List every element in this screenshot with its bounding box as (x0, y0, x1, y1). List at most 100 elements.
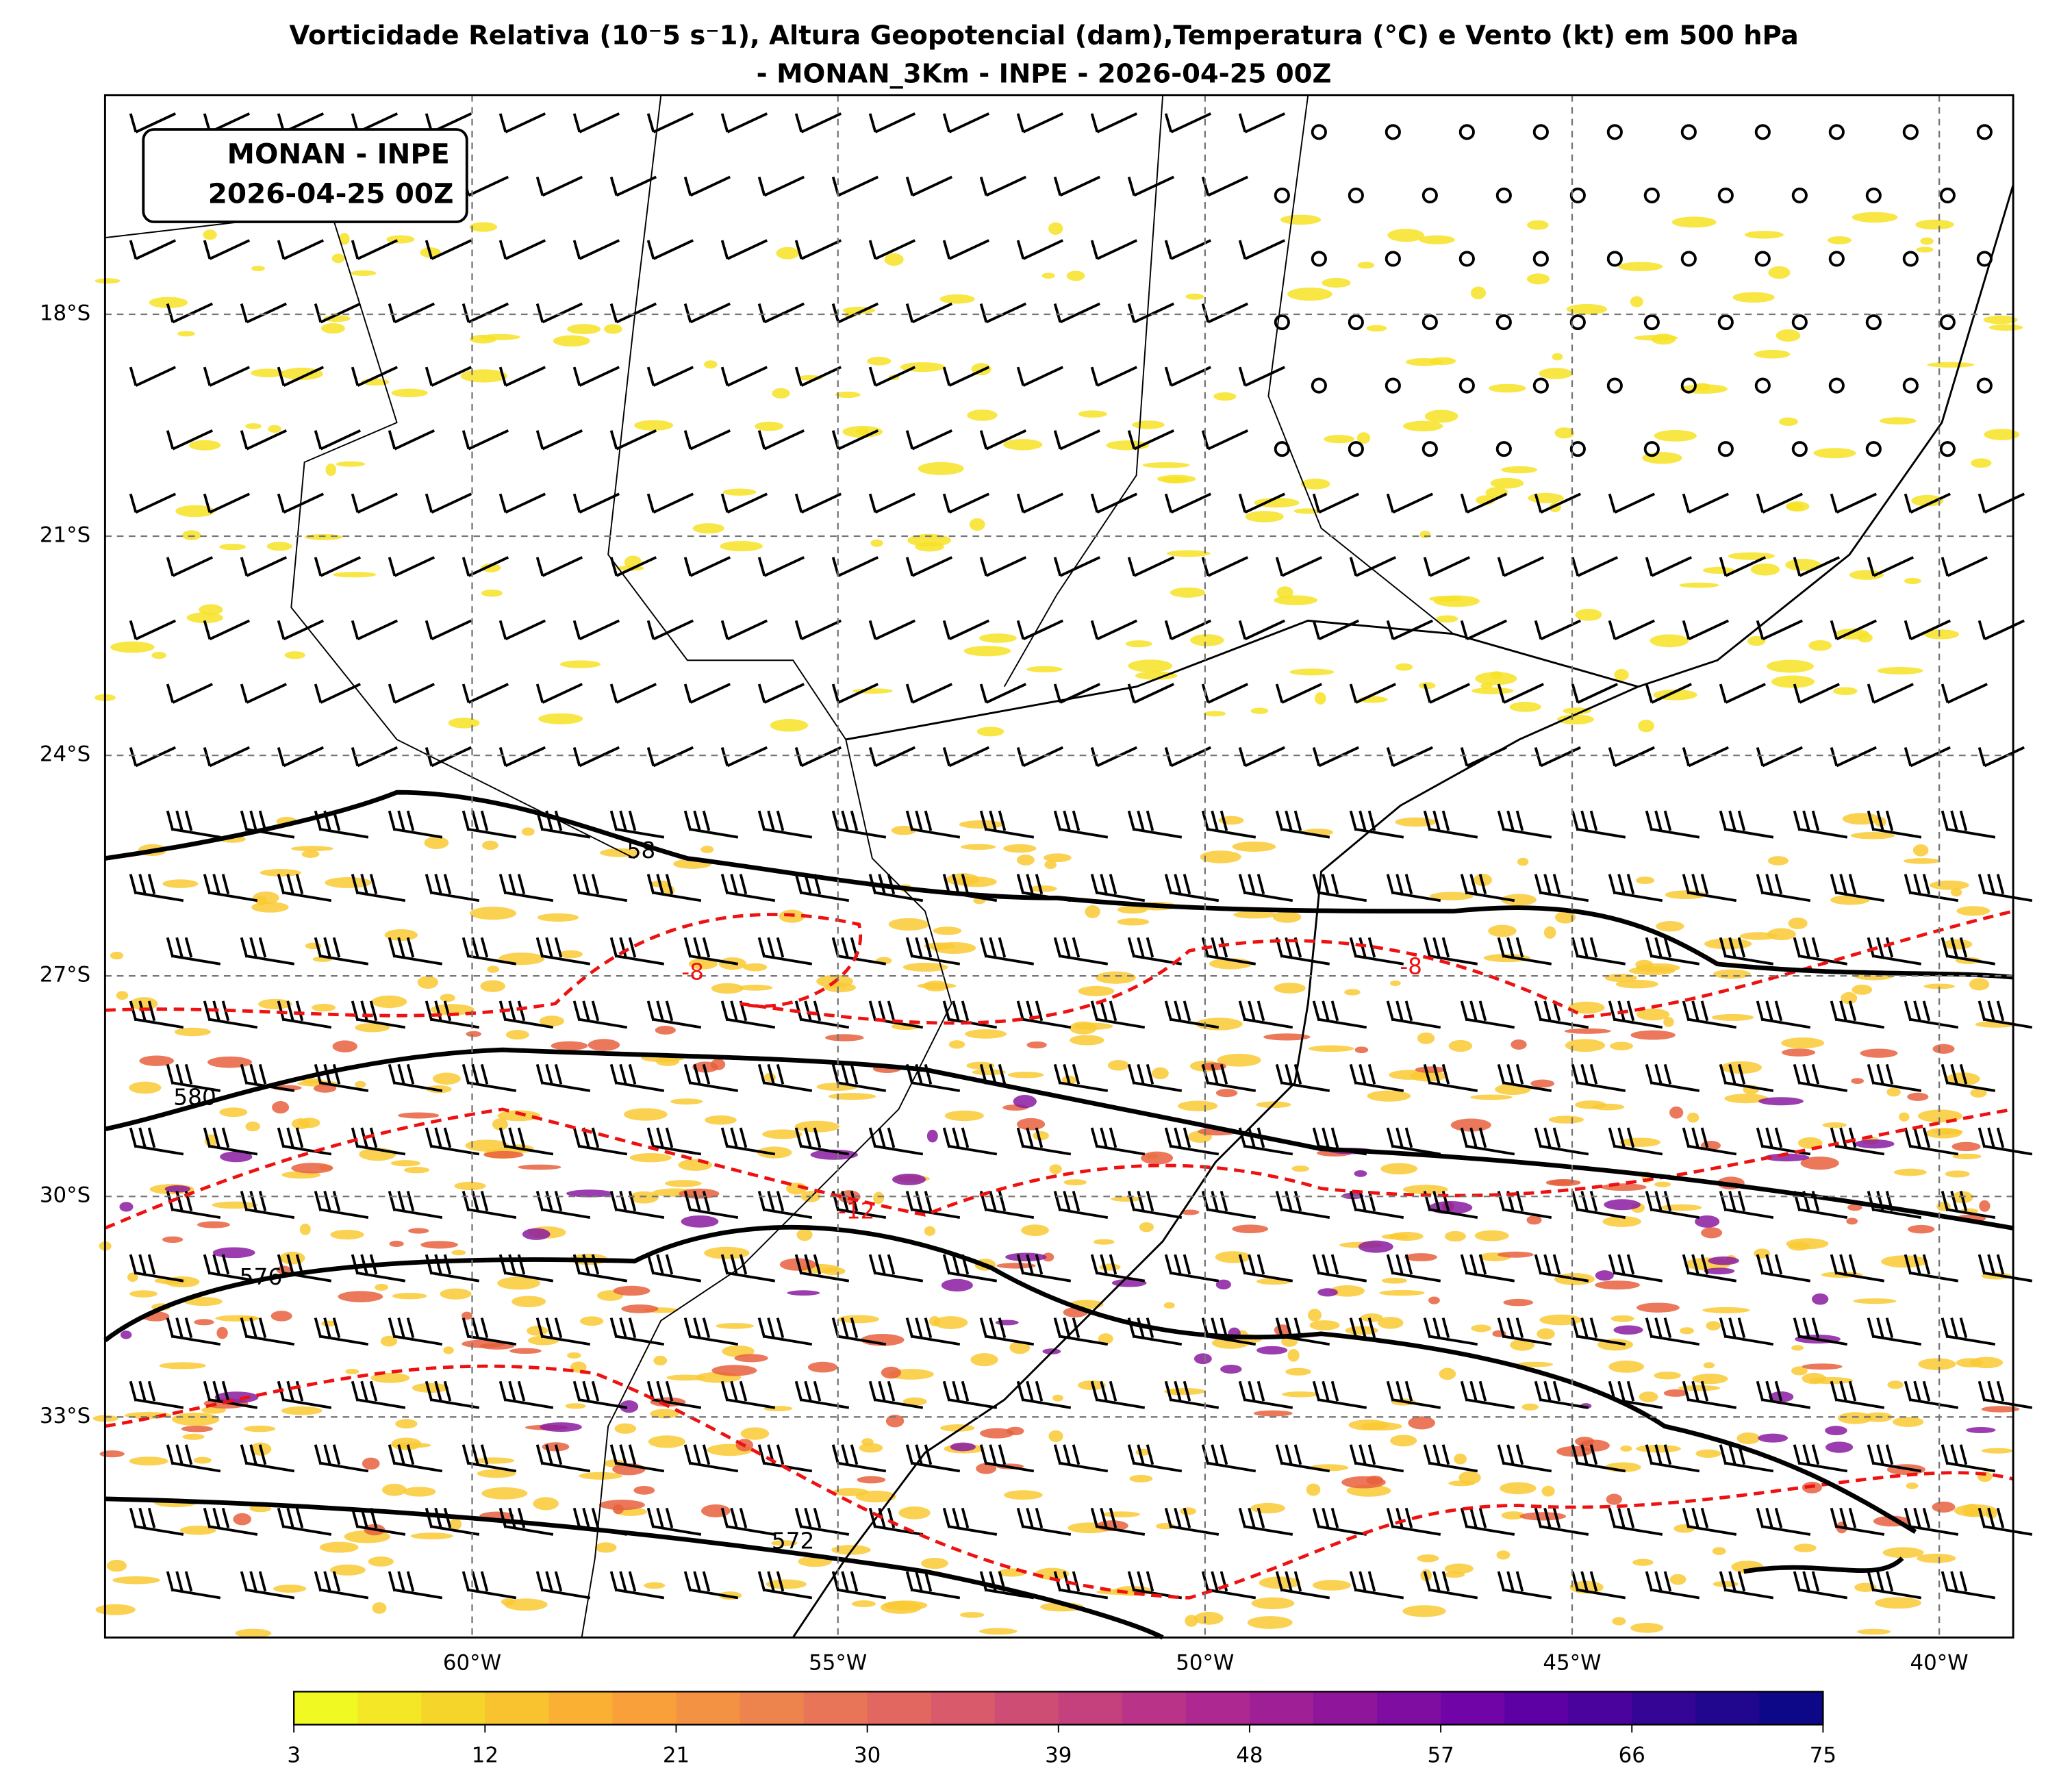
wind-barb (1904, 619, 1951, 641)
vorticity-patch (1686, 1112, 1700, 1123)
wind-barb (1978, 1254, 2033, 1283)
vorticity-patch (1356, 432, 1371, 444)
wind-barb (1386, 1000, 1441, 1029)
wind-barb (351, 1254, 406, 1283)
wind-barb (425, 366, 472, 387)
vorticity-patch (299, 1118, 320, 1128)
calm-wind (1458, 124, 1475, 140)
wind-barb (1238, 112, 1286, 134)
vorticity-patch (705, 1115, 737, 1125)
vorticity-patch (902, 963, 948, 972)
vorticity-patch (1841, 992, 1858, 1005)
vorticity-patch (950, 1442, 976, 1452)
vorticity-patch (1827, 236, 1852, 244)
vorticity-patch (338, 1291, 383, 1302)
vorticity-patch (1797, 1137, 1823, 1149)
vorticity-patch (738, 984, 773, 991)
wind-barb (1460, 1000, 1515, 1029)
wind-barb (1016, 1254, 1072, 1283)
wind-barb (277, 1254, 332, 1283)
wind-barb (1904, 1507, 1959, 1536)
wind-barb (609, 1571, 665, 1600)
vorticity-patch (959, 1612, 985, 1618)
vorticity-patch (1764, 1153, 1810, 1162)
vorticity-patch (1215, 1089, 1238, 1098)
colorbar-tick-label: 39 (1045, 1743, 1072, 1767)
vorticity-patch (1923, 629, 1960, 640)
wind-barb (1608, 1254, 1663, 1283)
wind-barb (1275, 810, 1330, 839)
vorticity-patch (692, 523, 724, 534)
wind-barb (1127, 556, 1175, 577)
wind-barb (203, 1127, 258, 1156)
wind-barb (1497, 1317, 1552, 1346)
wind-barb (757, 429, 805, 451)
wind-barb (498, 492, 546, 514)
vorticity-patch (375, 1283, 388, 1291)
vorticity-patch (1636, 1302, 1680, 1313)
vorticity-patch (1232, 841, 1276, 852)
vorticity-patch (398, 1112, 440, 1119)
vorticity-patch (1703, 1362, 1715, 1369)
vorticity-patch (390, 1442, 431, 1448)
wind-barb (942, 746, 990, 768)
vorticity-patch (1530, 1079, 1555, 1088)
vorticity-patch (279, 1251, 305, 1265)
vorticity-patch (766, 1579, 807, 1589)
wind-barb (1645, 1317, 1700, 1346)
wind-barb (905, 556, 953, 577)
wind-barb (1164, 366, 1212, 387)
wind-barb (609, 302, 657, 324)
vorticity-patch (1021, 1224, 1049, 1236)
vorticity-patch (1125, 640, 1152, 648)
vorticity-patch (313, 1084, 337, 1093)
vorticity-patch (996, 1263, 1036, 1269)
wind-barb (498, 366, 546, 387)
vorticity-patch (1475, 672, 1517, 685)
wind-barb (1275, 1317, 1330, 1346)
vorticity-patch (612, 1504, 624, 1515)
vorticity-patch (1564, 1028, 1611, 1034)
wind-barb (1275, 683, 1323, 704)
wind-barb (1571, 810, 1626, 839)
wind-barb (794, 1254, 850, 1283)
wind-barb (1349, 937, 1404, 966)
wind-barb (720, 366, 768, 387)
vorticity-patch (1613, 1325, 1643, 1335)
graticule: 18°S 21°S 24°S 27°S 30°S 33°S 60°W 55°W 50°W 45°W… (40, 94, 2014, 1675)
wind-barb (462, 937, 517, 966)
wind-barb (1312, 492, 1360, 514)
calm-wind (1532, 251, 1549, 267)
vorticity-patch (1634, 335, 1678, 341)
vorticity-patch (151, 651, 167, 659)
wind-barb (1386, 1507, 1441, 1536)
vorticity-patch (432, 1072, 461, 1085)
colorbar-segment (1568, 1691, 1633, 1725)
wind-barb (905, 810, 961, 839)
vorticity-patch (837, 1315, 880, 1324)
vorticity-patch (1791, 1366, 1808, 1376)
vorticity-patch (270, 1311, 292, 1322)
vorticity-patch (368, 1556, 394, 1567)
vorticity-patch (907, 533, 952, 547)
vorticity-patch (1033, 1131, 1049, 1141)
vorticity-patch (1906, 1482, 1919, 1489)
lat-label: 27°S (40, 963, 90, 987)
vorticity-patch (177, 331, 195, 337)
wind-barb (683, 1063, 739, 1092)
vorticity-patch (1063, 1179, 1087, 1186)
calm-wind (1828, 124, 1845, 140)
vorticity-patch (1366, 1475, 1384, 1485)
vorticity-patch (1952, 1153, 1982, 1159)
vorticity-patch (594, 1542, 617, 1553)
vorticity-patch (604, 324, 622, 334)
wind-barb (314, 429, 362, 451)
wind-barb (794, 1127, 850, 1156)
vorticity-patch (1541, 1485, 1555, 1497)
vorticity-patch (1619, 1137, 1661, 1147)
wind-barb (868, 746, 916, 768)
vorticity-patch (533, 1497, 559, 1511)
vorticity-patch (1501, 894, 1537, 906)
vorticity-patch (355, 1022, 390, 1033)
wind-barb (535, 175, 583, 197)
